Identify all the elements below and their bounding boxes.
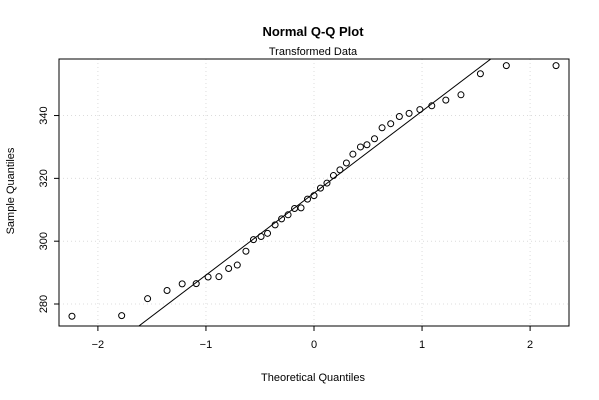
y-tick-label: 340 — [38, 106, 50, 124]
grid — [59, 59, 569, 326]
x-tick-label: 1 — [419, 339, 425, 351]
data-point — [68, 312, 76, 320]
x-tick-label: 0 — [311, 339, 317, 351]
data-point — [310, 192, 318, 200]
x-tick-label: 2 — [527, 339, 533, 351]
x-axis: −2 −1 0 1 2 — [92, 326, 533, 351]
y-tick-label: 300 — [38, 232, 50, 250]
data-point — [371, 135, 379, 143]
data-point — [323, 179, 331, 187]
data-point — [278, 215, 286, 223]
data-point — [271, 221, 279, 229]
data-point — [178, 280, 186, 288]
data-point — [552, 62, 560, 70]
data-point — [378, 124, 386, 132]
data-point — [387, 120, 395, 128]
y-tick-label: 280 — [38, 295, 50, 313]
data-point — [356, 143, 364, 151]
data-point — [316, 184, 324, 192]
data-point — [118, 312, 126, 320]
data-point — [442, 96, 450, 104]
data-point — [144, 295, 152, 303]
data-point — [233, 261, 241, 269]
data-point — [257, 232, 265, 240]
data-point — [405, 109, 413, 117]
data-point — [204, 273, 212, 281]
data-point — [457, 91, 465, 99]
data-point — [242, 247, 250, 255]
data-point — [342, 159, 350, 167]
data-point — [284, 211, 292, 219]
data-point — [336, 166, 344, 174]
data-point — [225, 265, 233, 273]
data-point — [192, 280, 200, 288]
chart-title: Normal Q-Q Plot — [262, 24, 364, 39]
data-point — [163, 287, 171, 295]
data-point — [329, 172, 337, 180]
y-axis: 280 300 320 340 — [38, 106, 59, 313]
data-point — [416, 106, 424, 114]
chart-subtitle: Transformed Data — [269, 46, 358, 58]
x-tick-label: −1 — [200, 339, 213, 351]
data-point — [502, 62, 510, 70]
data-point — [395, 112, 403, 120]
data-point — [476, 70, 484, 78]
x-axis-label: Theoretical Quantiles — [261, 372, 365, 384]
y-axis-label: Sample Quantiles — [5, 147, 17, 234]
data-point — [304, 195, 312, 203]
data-points — [68, 62, 560, 320]
data-point — [428, 102, 436, 110]
data-point — [297, 204, 305, 212]
data-point — [363, 141, 371, 149]
y-tick-label: 320 — [38, 169, 50, 187]
data-point — [249, 236, 257, 244]
data-point — [264, 229, 272, 237]
x-tick-label: −2 — [92, 339, 105, 351]
data-point — [291, 205, 299, 213]
data-point — [349, 150, 357, 158]
data-point — [215, 273, 223, 281]
